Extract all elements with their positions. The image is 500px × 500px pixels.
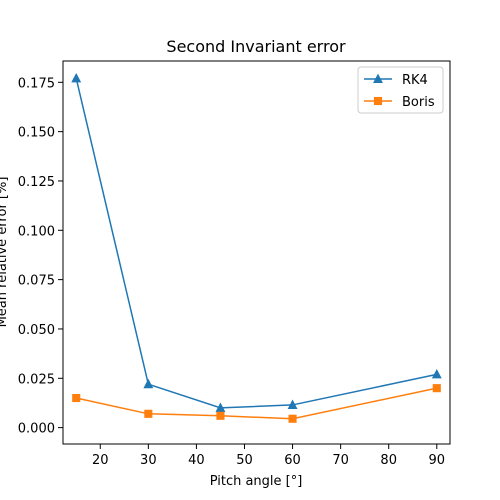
legend-marker-boris — [373, 96, 383, 106]
y-tick-label: 0.000 — [18, 422, 55, 437]
x-tick-label: 40 — [188, 453, 205, 468]
y-tick-label: 0.050 — [18, 323, 55, 338]
legend-label-rk4: RK4 — [402, 73, 428, 88]
data-point-rk4 — [215, 402, 226, 412]
x-tick-label: 20 — [92, 453, 109, 468]
y-tick-label: 0.100 — [18, 224, 55, 239]
data-point-rk4 — [71, 72, 82, 83]
y-tick-label: 0.075 — [18, 274, 55, 289]
data-point-boris — [72, 393, 81, 403]
x-axis-label: Pitch angle [°] — [210, 474, 303, 489]
data-point-boris — [288, 414, 297, 423]
x-tick-label: 70 — [332, 453, 349, 468]
y-tick-label: 0.025 — [18, 372, 55, 387]
data-point-rk4 — [143, 378, 154, 389]
x-tick-label: 50 — [236, 453, 253, 468]
y-tick-label: 0.175 — [18, 76, 55, 91]
plot-frame — [62, 60, 451, 445]
plot-area: 20 30 40 50 60 70 80 90 0.000 0.025 0.050 0.075 0.10… — [18, 72, 446, 468]
x-tick-label: 30 — [140, 453, 157, 468]
legend: RK4 Boris — [357, 66, 444, 114]
data-point-boris — [432, 384, 441, 393]
data-point-boris — [144, 409, 153, 418]
x-tick-label: 90 — [429, 453, 446, 468]
y-tick-label: 0.150 — [18, 126, 55, 141]
data-point-boris — [216, 411, 225, 420]
chart-title: Second Invariant error — [166, 37, 346, 56]
legend-marker-rk4 — [373, 73, 383, 84]
legend-label-boris: Boris — [402, 95, 435, 110]
data-point-rk4 — [431, 368, 442, 379]
x-tick-label: 80 — [380, 453, 397, 468]
y-tick-label: 0.125 — [18, 175, 55, 190]
y-axis-label: Mean relative error [%] — [0, 177, 10, 328]
data-point-rk4 — [287, 399, 298, 409]
x-tick-label: 60 — [284, 453, 301, 468]
